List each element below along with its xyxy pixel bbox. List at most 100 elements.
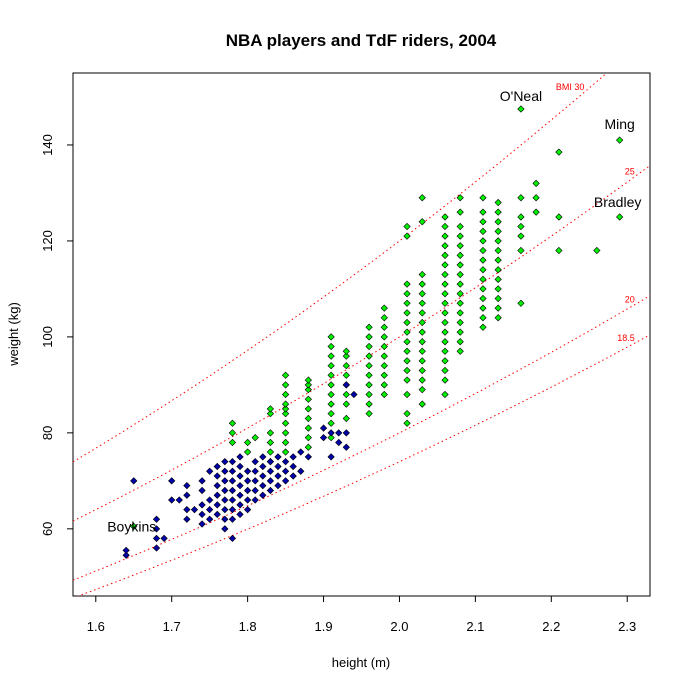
nba-point xyxy=(418,366,426,375)
nba-point xyxy=(342,347,350,355)
nba-point xyxy=(403,318,411,327)
tdf-point xyxy=(327,429,335,437)
nba-point xyxy=(456,232,464,240)
nba-point xyxy=(304,376,312,384)
tdf-point xyxy=(297,467,305,475)
nba-point xyxy=(479,256,487,264)
nba-point xyxy=(228,438,237,447)
nba-point xyxy=(441,318,449,327)
tdf-point xyxy=(259,472,267,480)
nba-point xyxy=(494,294,502,303)
tdf-point xyxy=(190,506,199,514)
nba-point xyxy=(251,434,259,442)
tdf-point xyxy=(183,482,191,490)
x-axis: 1.6 1.7 1.8 1.9 2.0 2.1 2.2 2.3 xyxy=(87,596,636,634)
nba-point xyxy=(441,347,449,355)
tdf-point xyxy=(243,477,252,485)
tdf-point xyxy=(213,491,221,499)
x-axis-label: height (m) xyxy=(332,655,391,670)
nba-point xyxy=(441,366,449,375)
nba-point xyxy=(441,376,449,384)
tdf-point xyxy=(274,472,282,480)
tdf-point xyxy=(319,424,328,432)
tdf-point xyxy=(266,486,275,495)
nba-point xyxy=(380,390,388,399)
nba-point xyxy=(365,400,373,408)
nba-point xyxy=(342,352,350,360)
nba-point xyxy=(327,342,335,351)
nba-point xyxy=(403,419,411,427)
tdf-point xyxy=(198,477,206,485)
y-tick-label: 140 xyxy=(40,134,55,156)
y-tick-label: 80 xyxy=(40,426,55,440)
nba-point xyxy=(532,179,540,187)
tdf-point xyxy=(213,482,221,490)
tdf-point xyxy=(319,434,328,442)
tdf-point xyxy=(335,438,343,447)
tdf-point xyxy=(160,534,168,543)
x-tick-label: 2.1 xyxy=(466,619,484,634)
nba-point xyxy=(418,309,426,317)
nba-point xyxy=(304,395,312,403)
nba-point xyxy=(281,400,290,408)
bmi-curve-label: 18.5 xyxy=(617,333,635,343)
nba-point xyxy=(304,424,312,432)
nba-point xyxy=(380,304,388,312)
tdf-point xyxy=(206,496,214,504)
chart-title: NBA players and TdF riders, 2004 xyxy=(226,31,497,50)
nba-point xyxy=(479,323,487,331)
tdf-point xyxy=(243,467,252,475)
bmi-curves: BMI 30 25 20 18.5 xyxy=(73,73,650,596)
nba-point xyxy=(441,232,449,240)
tdf-point xyxy=(228,534,237,543)
tdf-point xyxy=(183,506,191,514)
nba-point xyxy=(456,347,464,355)
nba-point xyxy=(441,270,449,279)
tdf-point xyxy=(274,462,282,471)
nba-point xyxy=(517,232,525,240)
tdf-point xyxy=(228,486,237,495)
tdf-point xyxy=(289,453,297,461)
nba-point xyxy=(441,290,449,298)
nba-point xyxy=(365,381,373,389)
nba-point xyxy=(479,218,487,226)
nba-point xyxy=(517,105,525,113)
nba-point xyxy=(403,328,411,336)
nba-point xyxy=(494,304,502,312)
nba-point xyxy=(281,429,290,437)
nba-point xyxy=(456,280,464,288)
tdf-point xyxy=(274,453,282,461)
nba-point xyxy=(456,318,464,327)
tdf-point xyxy=(289,462,297,471)
tdf-point xyxy=(206,515,214,523)
nba-point xyxy=(479,237,487,245)
nba-point xyxy=(403,410,411,418)
nba-point xyxy=(418,299,426,307)
x-tick-label: 1.8 xyxy=(239,619,257,634)
nba-point xyxy=(456,328,464,336)
nba-point xyxy=(327,333,335,341)
point-annotations: O'Neal Ming Bradley Boykins xyxy=(107,88,641,534)
nba-point xyxy=(380,381,388,389)
nba-point xyxy=(494,237,502,245)
nba-point xyxy=(479,208,487,216)
nba-point xyxy=(441,222,449,231)
nba-point xyxy=(304,434,312,442)
nba-point xyxy=(494,314,502,322)
nba-point xyxy=(517,222,525,231)
nba-point xyxy=(418,194,426,202)
bmi-curve xyxy=(73,295,650,581)
nba-point xyxy=(304,414,312,423)
nba-point xyxy=(403,390,411,399)
y-tick-label: 100 xyxy=(40,326,55,348)
tdf-point xyxy=(198,520,206,528)
nba-point xyxy=(479,285,487,293)
tdf-point xyxy=(281,458,290,466)
tdf-point xyxy=(228,515,237,523)
nba-point xyxy=(228,429,237,437)
nba-point xyxy=(616,136,624,144)
nba-point xyxy=(342,371,350,379)
nba-point xyxy=(532,208,540,216)
nba-point xyxy=(441,251,449,259)
nba-point xyxy=(494,266,502,274)
